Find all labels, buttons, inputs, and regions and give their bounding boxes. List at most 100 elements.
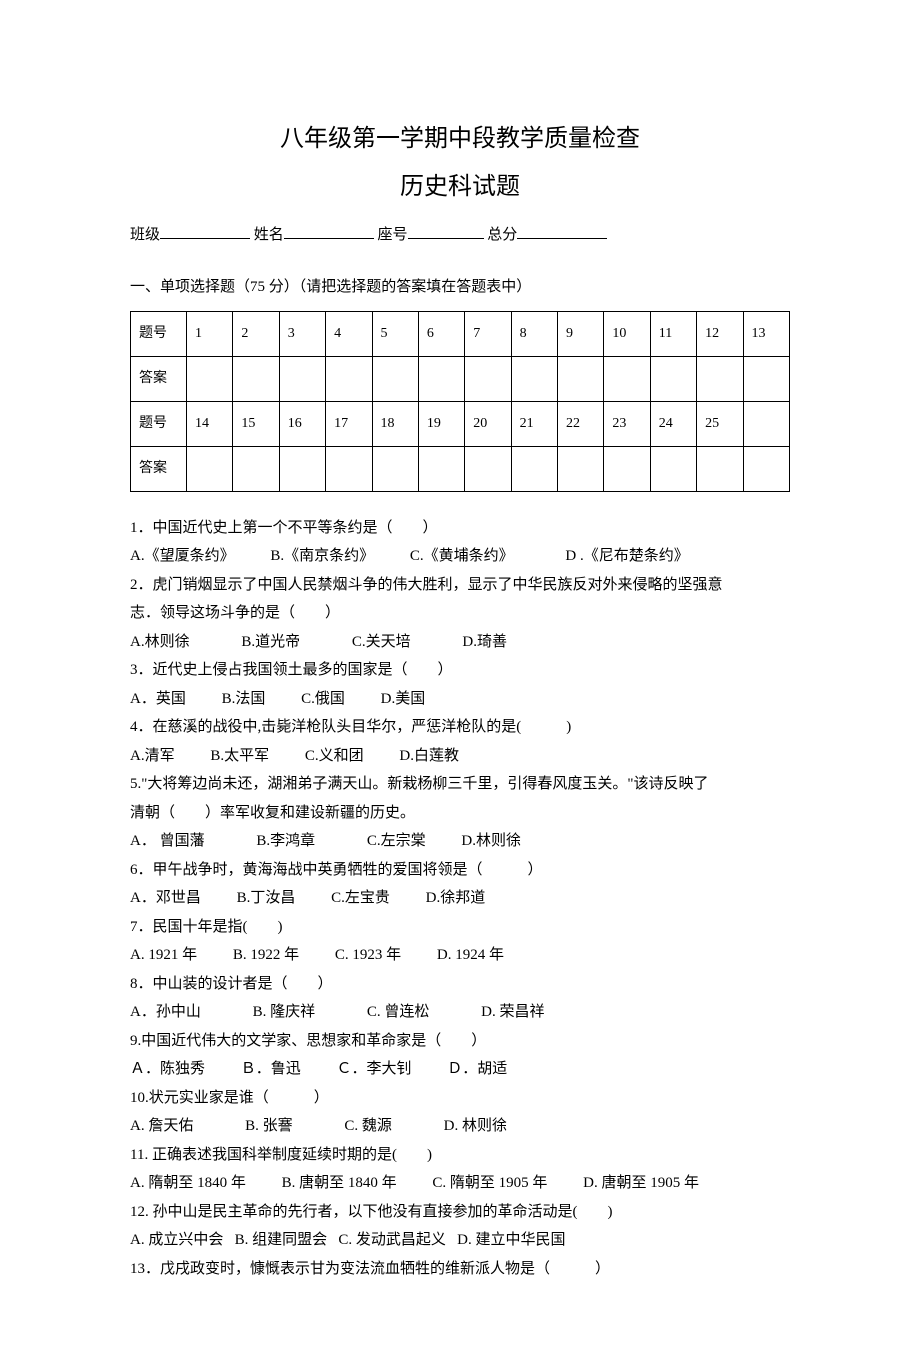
q8-opt-b: B. 隆庆祥 [253,1004,316,1020]
q12-stem: 12. 孙中山是民主革命的先行者，以下他没有直接参加的革命活动是( ) [130,1200,790,1226]
answer-cell [465,446,511,491]
q8-stem: 8．中山装的设计者是（ ） [130,972,790,998]
q9-opt-a: Ａ．陈独秀 [130,1061,205,1077]
grid-cell: 8 [511,311,557,356]
q1-opt-c: C.《黄埔条约》 [410,548,514,564]
q7-opt-d: D. 1924 年 [437,947,504,963]
q10-opt-d: D. 林则徐 [444,1118,507,1134]
q1-stem: 1．中国近代史上第一个不平等条约是（ ） [130,516,790,542]
grid-cell: 22 [558,401,604,446]
grid-cell: 20 [465,401,511,446]
q4-options: A.清军 B.太平军 C.义和团 D.白莲教 [130,744,790,770]
q3-opt-a: A．英国 [130,691,186,707]
grid-cell: 10 [604,311,650,356]
grid-cell: 7 [465,311,511,356]
q11-opt-c: C. 隋朝至 1905 年 [432,1175,547,1191]
answer-cell [558,356,604,401]
q8-opt-d: D. 荣昌祥 [481,1004,544,1020]
table-row: 答案 [131,446,790,491]
grid-cell: 12 [697,311,743,356]
q1-options: A.《望厦条约》 B.《南京条约》 C.《黄埔条约》 D .《尼布楚条约》 [130,544,790,570]
class-label: 班级 [130,227,160,243]
q5-opt-b: B.李鸿章 [256,833,315,849]
answer-cell [372,446,418,491]
q8-opt-c: C. 曾连松 [367,1004,430,1020]
grid-cell: 6 [418,311,464,356]
grid-cell: 19 [418,401,464,446]
q2-stem-2: 志．领导这场斗争的是（ ） [130,601,790,627]
answer-cell [650,356,696,401]
grid-cell: 23 [604,401,650,446]
q12-opt-b: B. 组建同盟会 [235,1232,328,1248]
student-info-line: 班级 姓名 座号 总分 [130,223,790,247]
q12-options: A. 成立兴中会 B. 组建同盟会 C. 发动武昌起义 D. 建立中华民国 [130,1228,790,1254]
q1-opt-b: B.《南京条约》 [270,548,374,564]
q6-opt-a: A．邓世昌 [130,890,201,906]
q7-opt-b: B. 1922 年 [233,947,299,963]
q3-opt-d: D.美国 [381,691,426,707]
grid-cell: 21 [511,401,557,446]
page-title: 八年级第一学期中段教学质量检查 [130,120,790,158]
page-subtitle: 历史科试题 [130,168,790,206]
grid-cell: 2 [233,311,279,356]
table-row: 答案 [131,356,790,401]
answer-cell [187,446,233,491]
answer-cell [418,356,464,401]
grid-cell: 25 [697,401,743,446]
answer-cell [326,446,372,491]
q10-stem: 10.状元实业家是谁（ ） [130,1086,790,1112]
grid-cell: 24 [650,401,696,446]
q4-opt-a: A.清军 [130,748,175,764]
q11-options: A. 隋朝至 1840 年 B. 唐朝至 1840 年 C. 隋朝至 1905 … [130,1171,790,1197]
answer-cell [465,356,511,401]
q12-opt-d: D. 建立中华民国 [457,1232,565,1248]
section-1-heading: 一、单项选择题（75 分）（请把选择题的答案填在答题表中） [130,275,790,299]
q4-opt-b: B.太平军 [210,748,269,764]
row-label-a: 答案 [131,356,187,401]
grid-cell: 15 [233,401,279,446]
answer-grid: 题号 1 2 3 4 5 6 7 8 9 10 11 12 13 答案 题号 1… [130,311,790,492]
q6-opt-b: B.丁汝昌 [237,890,296,906]
q5-opt-d: D.林则徐 [461,833,521,849]
q1-opt-a: A.《望厦条约》 [130,548,235,564]
answer-cell [697,356,743,401]
seat-label: 座号 [378,227,408,243]
q3-opt-c: C.俄国 [301,691,345,707]
q13-stem: 13．戊戌政变时，慷慨表示甘为变法流血牺牲的维新派人物是（ ） [130,1257,790,1283]
grid-cell: 5 [372,311,418,356]
q4-opt-c: C.义和团 [305,748,364,764]
q7-opt-c: C. 1923 年 [335,947,401,963]
total-label: 总分 [487,227,517,243]
q2-opt-d: D.琦善 [462,634,507,650]
q2-opt-a: A.林则徐 [130,634,190,650]
q5-opt-c: C.左宗棠 [367,833,426,849]
q11-opt-b: B. 唐朝至 1840 年 [282,1175,397,1191]
grid-cell: 18 [372,401,418,446]
q9-options: Ａ．陈独秀 Ｂ．鲁迅 Ｃ．李大钊 Ｄ．胡适 [130,1057,790,1083]
answer-cell [558,446,604,491]
q11-stem: 11. 正确表述我国科举制度延续时期的是( ) [130,1143,790,1169]
grid-cell: 4 [326,311,372,356]
answer-cell [604,446,650,491]
q3-stem: 3．近代史上侵占我国领土最多的国家是（ ） [130,658,790,684]
answer-cell [279,446,325,491]
q5-stem-1: 5."大将筹边尚未还，湖湘弟子满天山。新栽杨柳三千里，引得春风度玉关。"该诗反映… [130,772,790,798]
q6-opt-c: C.左宝贵 [331,890,390,906]
q10-opt-a: A. 詹天佑 [130,1118,193,1134]
q10-options: A. 詹天佑 B. 张謇 C. 魏源 D. 林则徐 [130,1114,790,1140]
grid-cell: 1 [187,311,233,356]
q2-opt-c: C.关天培 [352,634,411,650]
class-blank [160,223,250,239]
q1-opt-d: D .《尼布楚条约》 [565,548,688,564]
answer-cell [233,356,279,401]
q9-opt-b: Ｂ．鲁迅 [241,1061,301,1077]
answer-cell [604,356,650,401]
q5-stem-2: 清朝（ ）率军收复和建设新疆的历史。 [130,801,790,827]
grid-cell: 9 [558,311,604,356]
q10-opt-b: B. 张謇 [245,1118,293,1134]
answer-cell [743,446,790,491]
q8-options: A．孙中山 B. 隆庆祥 C. 曾连松 D. 荣昌祥 [130,1000,790,1026]
grid-cell: 13 [743,311,790,356]
total-blank [517,223,607,239]
q4-stem: 4．在慈溪的战役中,击毙洋枪队头目华尔，严惩洋枪队的是( ) [130,715,790,741]
